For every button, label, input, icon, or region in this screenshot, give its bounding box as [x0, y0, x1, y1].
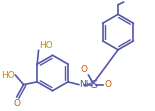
- Text: S: S: [90, 80, 97, 90]
- Text: HO: HO: [1, 71, 15, 80]
- Text: NH: NH: [80, 80, 93, 89]
- Text: O: O: [80, 65, 87, 74]
- Text: HO: HO: [39, 41, 53, 50]
- Text: O: O: [13, 99, 20, 108]
- Text: O: O: [105, 80, 112, 89]
